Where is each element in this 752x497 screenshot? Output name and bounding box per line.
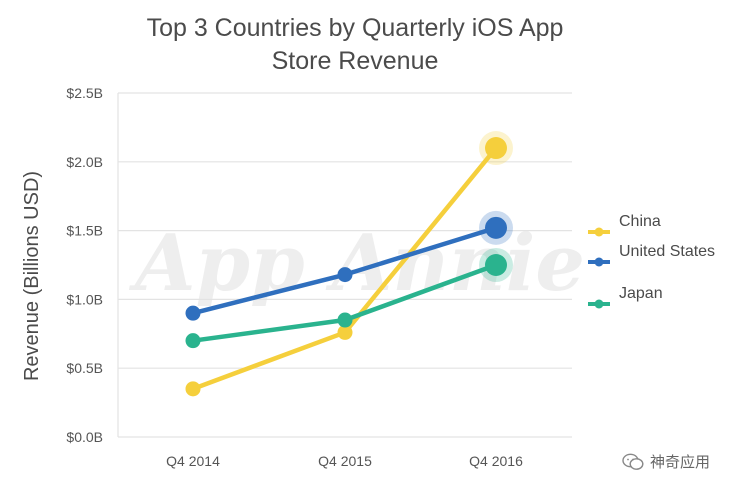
data-point: [337, 312, 353, 328]
data-point: [337, 324, 353, 340]
legend-swatch-dot: [594, 227, 604, 237]
chart-title: Top 3 Countries by Quarterly iOS App Sto…: [0, 12, 710, 78]
legend-item-china: China: [588, 213, 661, 237]
legend-item-japan: Japan: [588, 285, 663, 309]
data-point: [337, 267, 353, 283]
legend-label: United States: [619, 243, 715, 260]
wechat-icon: [622, 453, 644, 470]
chart-title-line-1: Top 3 Countries by Quarterly iOS App: [146, 14, 564, 42]
y-tick-label: $2.0B: [66, 154, 103, 170]
x-tick-label: Q4 2014: [166, 453, 220, 469]
data-point: [485, 216, 507, 239]
y-tick-label: $1.0B: [66, 291, 103, 307]
wechat-account-badge: 神奇应用: [622, 451, 710, 472]
legend-swatch-dot: [594, 299, 604, 309]
y-tick-label: $1.5B: [66, 223, 103, 239]
x-tick-label: Q4 2016: [469, 453, 523, 469]
y-tick-label: $2.5B: [66, 85, 103, 101]
data-point: [185, 333, 201, 349]
y-axis-label: Revenue (Billions USD): [21, 171, 43, 381]
y-tick-label: $0.0B: [66, 429, 103, 445]
legend-swatch-dot: [594, 257, 604, 267]
data-point: [485, 254, 507, 276]
y-tick-label: $0.5B: [66, 360, 103, 376]
wechat-account-name: 神奇应用: [650, 454, 711, 471]
legend-label: China: [619, 213, 661, 230]
watermark-text: App Annie: [128, 218, 585, 309]
legend-label: Japan: [619, 285, 663, 302]
x-tick-label: Q4 2015: [318, 453, 372, 469]
data-point: [485, 137, 507, 160]
legend-item-united-states: United States: [588, 243, 715, 267]
data-point: [185, 381, 201, 397]
chart-title-line-2: Store Revenue: [271, 47, 439, 75]
data-point: [185, 305, 201, 321]
